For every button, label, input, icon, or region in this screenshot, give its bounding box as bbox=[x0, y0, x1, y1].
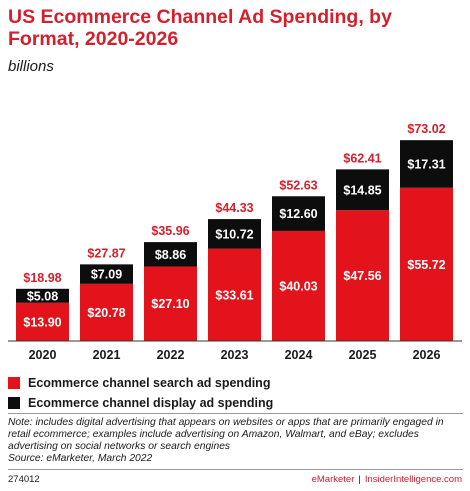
legend-item-display: Ecommerce channel display ad spending bbox=[8, 393, 273, 413]
data-label-search-2026: $55.72 bbox=[407, 258, 445, 272]
chart-note: Note: includes digital advertising that … bbox=[8, 417, 466, 465]
note-text: Note: includes digital advertising that … bbox=[8, 417, 444, 452]
total-label-2024: $52.63 bbox=[279, 178, 317, 192]
data-label-search-2025: $47.56 bbox=[343, 269, 381, 283]
x-tick-label-2023: 2023 bbox=[221, 348, 249, 362]
bar-search-2024 bbox=[272, 230, 325, 341]
data-label-display-2025: $14.85 bbox=[343, 183, 381, 197]
legend-swatch-search bbox=[8, 377, 20, 389]
data-label-display-2024: $12.60 bbox=[279, 207, 317, 221]
brand-insiderintelligence: InsiderIntelligence.com bbox=[364, 474, 462, 485]
data-label-search-2021: $20.78 bbox=[87, 306, 125, 320]
chart-legend: Ecommerce channel search ad spending Eco… bbox=[8, 373, 273, 413]
legend-label-display: Ecommerce channel display ad spending bbox=[28, 396, 274, 410]
data-label-search-2022: $27.10 bbox=[151, 297, 189, 311]
bar-display-2024 bbox=[272, 196, 325, 231]
x-tick-label-2022: 2022 bbox=[157, 348, 185, 362]
bar-display-2023 bbox=[208, 219, 261, 249]
total-label-2026: $73.02 bbox=[407, 122, 445, 136]
data-label-search-2020: $13.90 bbox=[23, 315, 61, 329]
total-label-2025: $62.41 bbox=[343, 151, 381, 165]
bar-search-2023 bbox=[208, 248, 261, 341]
bar-display-2026 bbox=[400, 140, 453, 188]
data-label-display-2021: $7.09 bbox=[91, 268, 122, 282]
bar-search-2020 bbox=[16, 302, 69, 341]
note-divider-top bbox=[8, 413, 463, 414]
brand-separator: | bbox=[358, 474, 361, 485]
data-label-search-2023: $33.61 bbox=[215, 288, 253, 302]
chart-id: 274012 bbox=[8, 474, 40, 485]
x-tick-label-2024: 2024 bbox=[285, 348, 313, 362]
total-label-2023: $44.33 bbox=[215, 201, 253, 215]
total-label-2022: $35.96 bbox=[151, 224, 189, 238]
bar-search-2021 bbox=[80, 283, 133, 341]
x-tick-label-2020: 2020 bbox=[29, 348, 57, 362]
total-label-2020: $18.98 bbox=[23, 271, 61, 285]
data-label-search-2024: $40.03 bbox=[279, 279, 317, 293]
bar-search-2025 bbox=[336, 210, 389, 341]
source-text: Source: eMarketer, March 2022 bbox=[8, 453, 153, 464]
footer-brand: eMarketer | InsiderIntelligence.com bbox=[312, 474, 462, 485]
note-divider-bottom bbox=[8, 469, 463, 470]
stacked-bar-chart: $13.90 $5.08 $18.98 2020 $20.78 $7.09 $27.87 20… bbox=[8, 122, 462, 362]
bar-display-2020 bbox=[16, 288, 69, 303]
total-label-2021: $27.87 bbox=[87, 246, 125, 260]
chart-subtitle: billions bbox=[8, 58, 54, 75]
legend-label-search: Ecommerce channel search ad spending bbox=[28, 376, 271, 390]
bar-search-2026 bbox=[400, 187, 453, 341]
x-tick-label-2021: 2021 bbox=[93, 348, 121, 362]
brand-emarketer: eMarketer bbox=[311, 474, 355, 485]
data-label-display-2022: $8.86 bbox=[155, 248, 186, 262]
legend-swatch-display bbox=[8, 397, 20, 409]
data-label-display-2026: $17.31 bbox=[407, 157, 445, 171]
chart-title: US Ecommerce Channel Ad Spending, by For… bbox=[8, 6, 392, 50]
x-tick-label-2026: 2026 bbox=[413, 348, 441, 362]
bar-display-2025 bbox=[336, 169, 389, 211]
x-tick-label-2025: 2025 bbox=[349, 348, 377, 362]
bar-search-2022 bbox=[144, 266, 197, 341]
data-label-display-2023: $10.72 bbox=[215, 227, 253, 241]
bar-display-2022 bbox=[144, 242, 197, 267]
data-label-display-2020: $5.08 bbox=[27, 289, 58, 303]
bar-display-2021 bbox=[80, 264, 133, 284]
legend-item-search: Ecommerce channel search ad spending bbox=[8, 373, 273, 393]
